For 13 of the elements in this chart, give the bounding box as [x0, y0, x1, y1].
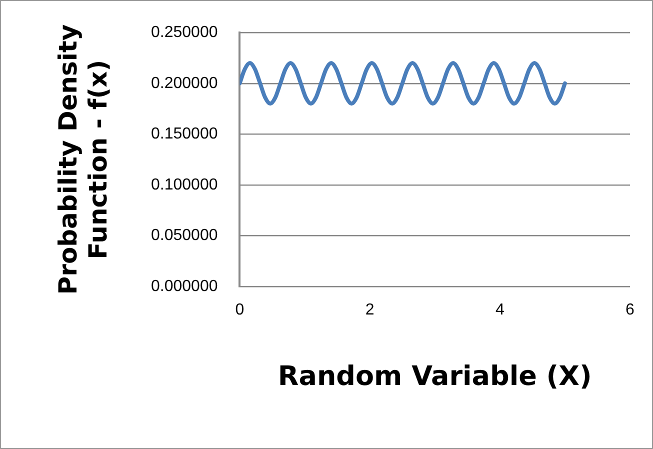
x-tick-label: 4 [495, 301, 504, 318]
y-tick-label: 0.100000 [151, 176, 218, 194]
x-tick-label: 6 [626, 301, 635, 318]
y-tick-label: 0.250000 [151, 24, 218, 42]
y-tick-label: 0.050000 [151, 227, 218, 244]
y-tick-label: 0.150000 [151, 126, 218, 143]
y-tick-label: 0.200000 [151, 74, 218, 92]
x-tick-label: 2 [365, 301, 374, 318]
y-axis-title: Probability Density Function - f(x) [54, 24, 112, 295]
x-axis-title: Random Variable (X) [278, 360, 592, 392]
y-tick-label: 0.000000 [151, 278, 218, 295]
x-tick-label: 0 [235, 301, 244, 318]
line-series [240, 61, 567, 106]
